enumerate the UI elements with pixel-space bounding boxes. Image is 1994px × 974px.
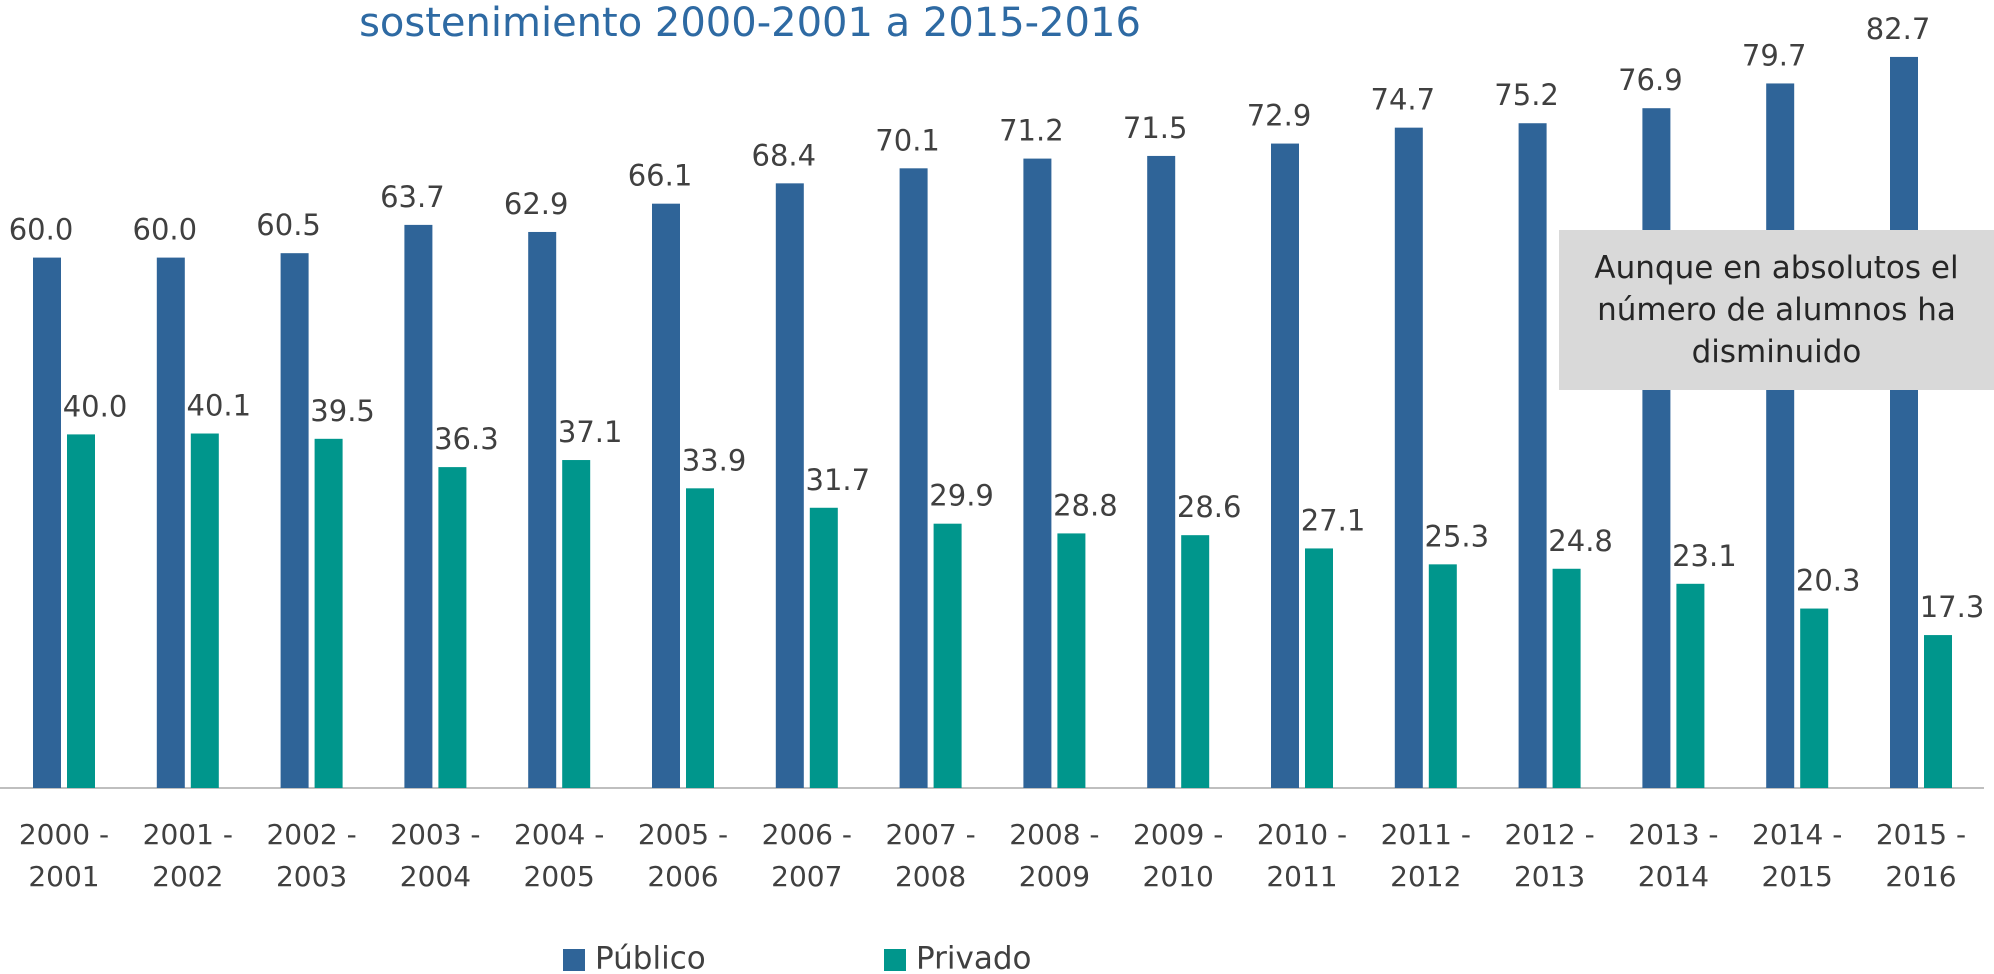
bar: [1642, 108, 1671, 789]
bar: [1023, 158, 1052, 789]
value-label: 72.9: [1247, 99, 1312, 133]
bar: [156, 257, 185, 789]
value-label: 82.7: [1866, 12, 1931, 46]
bar: [190, 433, 219, 788]
bar: [1057, 533, 1086, 788]
value-label: 68.4: [752, 138, 817, 172]
bar: [1394, 127, 1423, 789]
chart-title: sostenimiento 2000-2001 a 2015-2016: [359, 0, 1141, 46]
x-tick-label: 2007 - 2008: [885, 818, 976, 893]
value-label: 39.5: [310, 394, 375, 428]
x-tick-label: 2003 - 2004: [390, 818, 481, 893]
bar: [809, 507, 838, 788]
bar: [899, 168, 928, 789]
value-label: 74.7: [1371, 83, 1436, 117]
bar: [1676, 583, 1705, 788]
x-tick-label: 2014 - 2015: [1752, 818, 1843, 893]
bar: [404, 224, 433, 789]
value-label: 40.1: [187, 389, 252, 423]
x-tick-label: 2004 - 2005: [514, 818, 605, 893]
value-label: 23.1: [1672, 539, 1737, 573]
bar: [1552, 568, 1581, 788]
value-label: 63.7: [380, 180, 445, 214]
x-tick-label: 2009 - 2010: [1133, 818, 1224, 893]
x-tick-label: 2008 - 2009: [1009, 818, 1100, 893]
bar: [775, 183, 804, 788]
legend-swatch: [563, 949, 585, 971]
value-label: 71.2: [999, 114, 1064, 148]
value-label: 71.5: [1123, 111, 1188, 145]
x-tick-label: 2006 - 2007: [761, 818, 852, 893]
x-tick-label: 2015 - 2016: [1875, 818, 1967, 893]
value-label: 76.9: [1618, 63, 1683, 97]
value-label: 17.3: [1920, 590, 1985, 624]
bar: [1428, 564, 1457, 788]
value-label: 24.8: [1548, 524, 1613, 558]
bar: [280, 253, 309, 788]
x-tick-label: 2011 - 2012: [1380, 818, 1471, 893]
legend-label: Público: [595, 941, 706, 974]
bar: [1181, 535, 1210, 788]
bar: [686, 488, 714, 788]
x-tick-label: 2005 - 2006: [637, 818, 729, 893]
bar: [1924, 635, 1952, 788]
value-label: 20.3: [1796, 564, 1861, 598]
value-label: 33.9: [682, 443, 747, 477]
annotation: Aunque en absolutos el número de alumnos…: [1559, 230, 1994, 390]
value-label: 28.8: [1053, 488, 1118, 522]
value-label: 62.9: [504, 187, 569, 221]
x-tick-label: 2002 - 2003: [266, 818, 357, 893]
x-tick-label: 2013 - 2014: [1628, 818, 1719, 893]
value-label: 66.1: [628, 159, 693, 193]
value-label: 28.6: [1177, 490, 1242, 524]
value-label: 25.3: [1425, 519, 1490, 553]
value-label: 40.0: [63, 389, 128, 423]
x-tick-label: 2010 - 2011: [1256, 818, 1348, 893]
bar: [652, 203, 680, 788]
bar: [67, 434, 95, 788]
value-label: 27.1: [1301, 503, 1366, 537]
x-tick-label: 2012 - 2013: [1504, 818, 1595, 893]
bar: [1800, 608, 1829, 788]
x-tick-label: 2001 - 2002: [142, 818, 233, 893]
bar: [314, 438, 343, 788]
bar: [1766, 83, 1795, 788]
value-label: 60.5: [256, 208, 321, 242]
bar: [33, 257, 61, 789]
value-label: 79.7: [1742, 38, 1807, 72]
bar: [438, 467, 467, 788]
bar: [1305, 548, 1333, 788]
value-label: 37.1: [558, 415, 623, 449]
bar: [1890, 56, 1918, 788]
value-label: 70.1: [875, 123, 940, 157]
value-label: 31.7: [806, 463, 871, 497]
bar: [1271, 143, 1299, 789]
legend-swatch: [884, 949, 906, 971]
bar: [528, 231, 557, 789]
legend-label: Privado: [916, 941, 1032, 974]
bar: [1147, 155, 1176, 788]
bar: [562, 460, 591, 788]
bar: [933, 523, 962, 788]
value-label: 60.0: [133, 213, 198, 247]
x-tick-label: 2000 - 2001: [18, 818, 110, 893]
value-label: 75.2: [1494, 78, 1559, 112]
value-label: 60.0: [9, 213, 74, 247]
bar: [1518, 123, 1547, 789]
value-label: 36.3: [434, 422, 499, 456]
value-label: 29.9: [929, 479, 994, 513]
